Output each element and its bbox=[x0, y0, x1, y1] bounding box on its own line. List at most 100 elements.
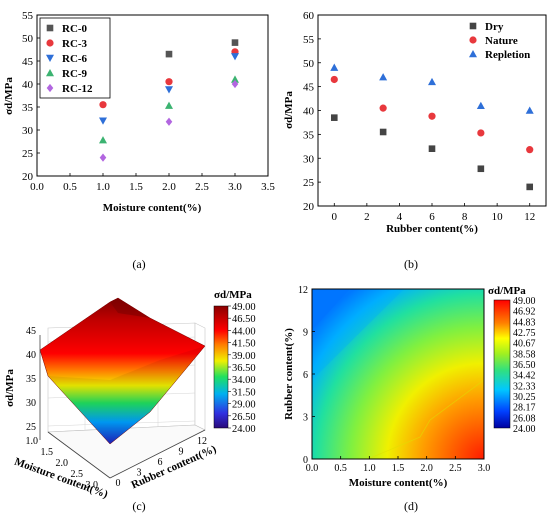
colorbar-tick-label: 36.50 bbox=[232, 363, 256, 374]
y-tick-label: 20 bbox=[303, 201, 315, 213]
chart-a-points bbox=[99, 39, 239, 162]
chart-c-colorbar bbox=[213, 305, 229, 429]
data-point-rc-3 bbox=[99, 101, 107, 109]
x-tick-label: 0.5 bbox=[63, 181, 77, 193]
legend-marker-rc-0 bbox=[46, 24, 54, 32]
y-tick-label: 20 bbox=[22, 171, 34, 183]
y-tick-label: 35 bbox=[22, 102, 34, 114]
legend-marker-rc-3 bbox=[46, 39, 54, 47]
legend-label-rc-3: RC-3 bbox=[62, 38, 88, 50]
data-point-rc-3 bbox=[165, 78, 173, 86]
colorbar-tick-label: 30.25 bbox=[513, 392, 536, 403]
chart-d-colorbar-title: σd/MPa bbox=[488, 285, 526, 297]
chart-a-frame bbox=[36, 14, 269, 177]
colorbar-tick-label: 26.50 bbox=[232, 412, 256, 423]
colorbar-tick-label: 38.58 bbox=[513, 349, 536, 360]
x-tick-label: 2.0 bbox=[420, 463, 433, 474]
legend-label-rc-9: RC-9 bbox=[62, 68, 88, 80]
chart-c-surface bbox=[39, 297, 206, 445]
chart-d-ylabel: Rubber content(%) bbox=[283, 328, 295, 420]
colorbar-tick-label: 28.17 bbox=[513, 403, 536, 414]
chart-a-legend: RC-0 RC-3 RC-6 RC-9 RC-12 bbox=[46, 23, 93, 95]
data-point-rc-9 bbox=[231, 75, 239, 83]
y-tick-label: 9 bbox=[179, 447, 184, 458]
chart-d-cool-region bbox=[312, 289, 404, 380]
y-tick-label: 50 bbox=[303, 58, 315, 70]
x-tick-label: 3.0 bbox=[478, 463, 491, 474]
colorbar-tick-label: 46.50 bbox=[232, 314, 256, 325]
y-tick-label: 30 bbox=[303, 153, 315, 165]
colorbar-tick-label: 29.00 bbox=[232, 400, 256, 411]
data-point-rc-6 bbox=[165, 86, 173, 94]
chart-c-colorbar-title: σd/MPa bbox=[214, 289, 252, 301]
y-tick-label: 3 bbox=[303, 413, 308, 424]
x-tick-label: 12 bbox=[524, 211, 535, 223]
colorbar-tick-label: 44.83 bbox=[513, 317, 536, 328]
x-tick-label: 1.5 bbox=[129, 181, 143, 193]
data-point-dry bbox=[330, 114, 338, 121]
chart-a-ticks: 0.0 0.5 1.0 1.5 2.0 2.5 3.0 3.5 20 25 30 35 40 45 50 55 bbox=[22, 10, 275, 193]
chart-b-ticks: 0 2 4 6 8 10 12 20 25 30 35 40 45 50 55 60 bbox=[303, 10, 535, 223]
x-tick-label: 0.0 bbox=[30, 181, 44, 193]
x-tick-label: 3.0 bbox=[228, 181, 242, 193]
data-point-nature bbox=[428, 112, 436, 120]
legend-label-rc-6: RC-6 bbox=[62, 53, 88, 65]
colorbar-tick-label: 42.75 bbox=[513, 328, 536, 339]
data-point-rc-6 bbox=[99, 117, 107, 125]
colorbar-tick-label: 40.67 bbox=[513, 339, 536, 350]
chart-d-ticks: 0.0 0.5 1.0 1.5 2.0 2.5 3.0 0 3 6 9 12 bbox=[298, 285, 490, 474]
x-tick-label: 0 bbox=[332, 211, 338, 223]
chart-c-surface-peak bbox=[110, 298, 150, 318]
x-tick-label: 2.5 bbox=[195, 181, 209, 193]
x-tick-label: 1.0 bbox=[363, 463, 376, 474]
colorbar-tick-label: 34.42 bbox=[513, 371, 536, 382]
y-tick-label: 12 bbox=[197, 436, 207, 447]
chart-b-points bbox=[330, 63, 534, 191]
x-tick-label: 4 bbox=[397, 211, 403, 223]
chart-a-ylabel: σd/MPa bbox=[3, 77, 15, 115]
y-tick-label: 25 bbox=[303, 177, 315, 189]
y-tick-label: 45 bbox=[303, 82, 315, 94]
colorbar-tick-label: 49.00 bbox=[513, 296, 536, 307]
chart-c-surface-shade bbox=[48, 346, 205, 444]
colorbar-tick-label: 34.00 bbox=[232, 375, 256, 386]
caption-d: (d) bbox=[404, 499, 418, 513]
colorbar-tick-label: 46.92 bbox=[513, 307, 536, 318]
x-tick-label: 2.0 bbox=[56, 458, 69, 469]
y-tick-label: 0 bbox=[116, 478, 121, 489]
legend-marker-nature bbox=[469, 36, 477, 44]
y-tick-label: 3 bbox=[137, 468, 142, 479]
caption-b: (b) bbox=[404, 257, 418, 271]
y-tick-label: 35 bbox=[303, 129, 315, 141]
colorbar-tick-label: 44.00 bbox=[232, 326, 256, 337]
colorbar-tick-label: 41.50 bbox=[232, 339, 256, 350]
data-point-dry bbox=[379, 128, 387, 136]
x-tick-label: 3.5 bbox=[261, 181, 275, 193]
y-tick-label: 60 bbox=[303, 10, 315, 22]
legend-label-nature: Nature bbox=[485, 35, 518, 47]
y-tick-label: 55 bbox=[22, 10, 34, 22]
x-tick-label: 8 bbox=[462, 211, 468, 223]
chart-d-contour-line bbox=[367, 379, 485, 460]
chart-d-colorbar-ticks: 49.0046.9244.8342.7540.6738.5836.5034.42… bbox=[513, 296, 536, 435]
caption-a: (a) bbox=[132, 257, 145, 271]
legend-marker-dry bbox=[469, 22, 477, 30]
x-tick-label: 10 bbox=[492, 211, 504, 223]
x-tick-label: 1.5 bbox=[392, 463, 405, 474]
data-point-rc-12 bbox=[165, 117, 173, 126]
x-tick-label: 2.0 bbox=[162, 181, 176, 193]
y-tick-label: 9 bbox=[303, 328, 308, 339]
data-point-nature bbox=[477, 129, 485, 137]
chart-d-coolest-region bbox=[312, 289, 350, 330]
data-point-rc-12 bbox=[99, 153, 107, 162]
chart-d-heatmap bbox=[312, 289, 484, 459]
data-point-dry bbox=[526, 183, 534, 191]
y-tick-label: 30 bbox=[22, 125, 34, 137]
chart-b: 0 2 4 6 8 10 12 20 25 30 35 40 45 50 55 60 Rubber conte… bbox=[283, 10, 547, 271]
x-tick-label: 1.5 bbox=[41, 447, 54, 458]
colorbar-tick-label: 32.33 bbox=[513, 381, 536, 392]
chart-b-legend: Dry Nature Repletion bbox=[469, 21, 530, 61]
